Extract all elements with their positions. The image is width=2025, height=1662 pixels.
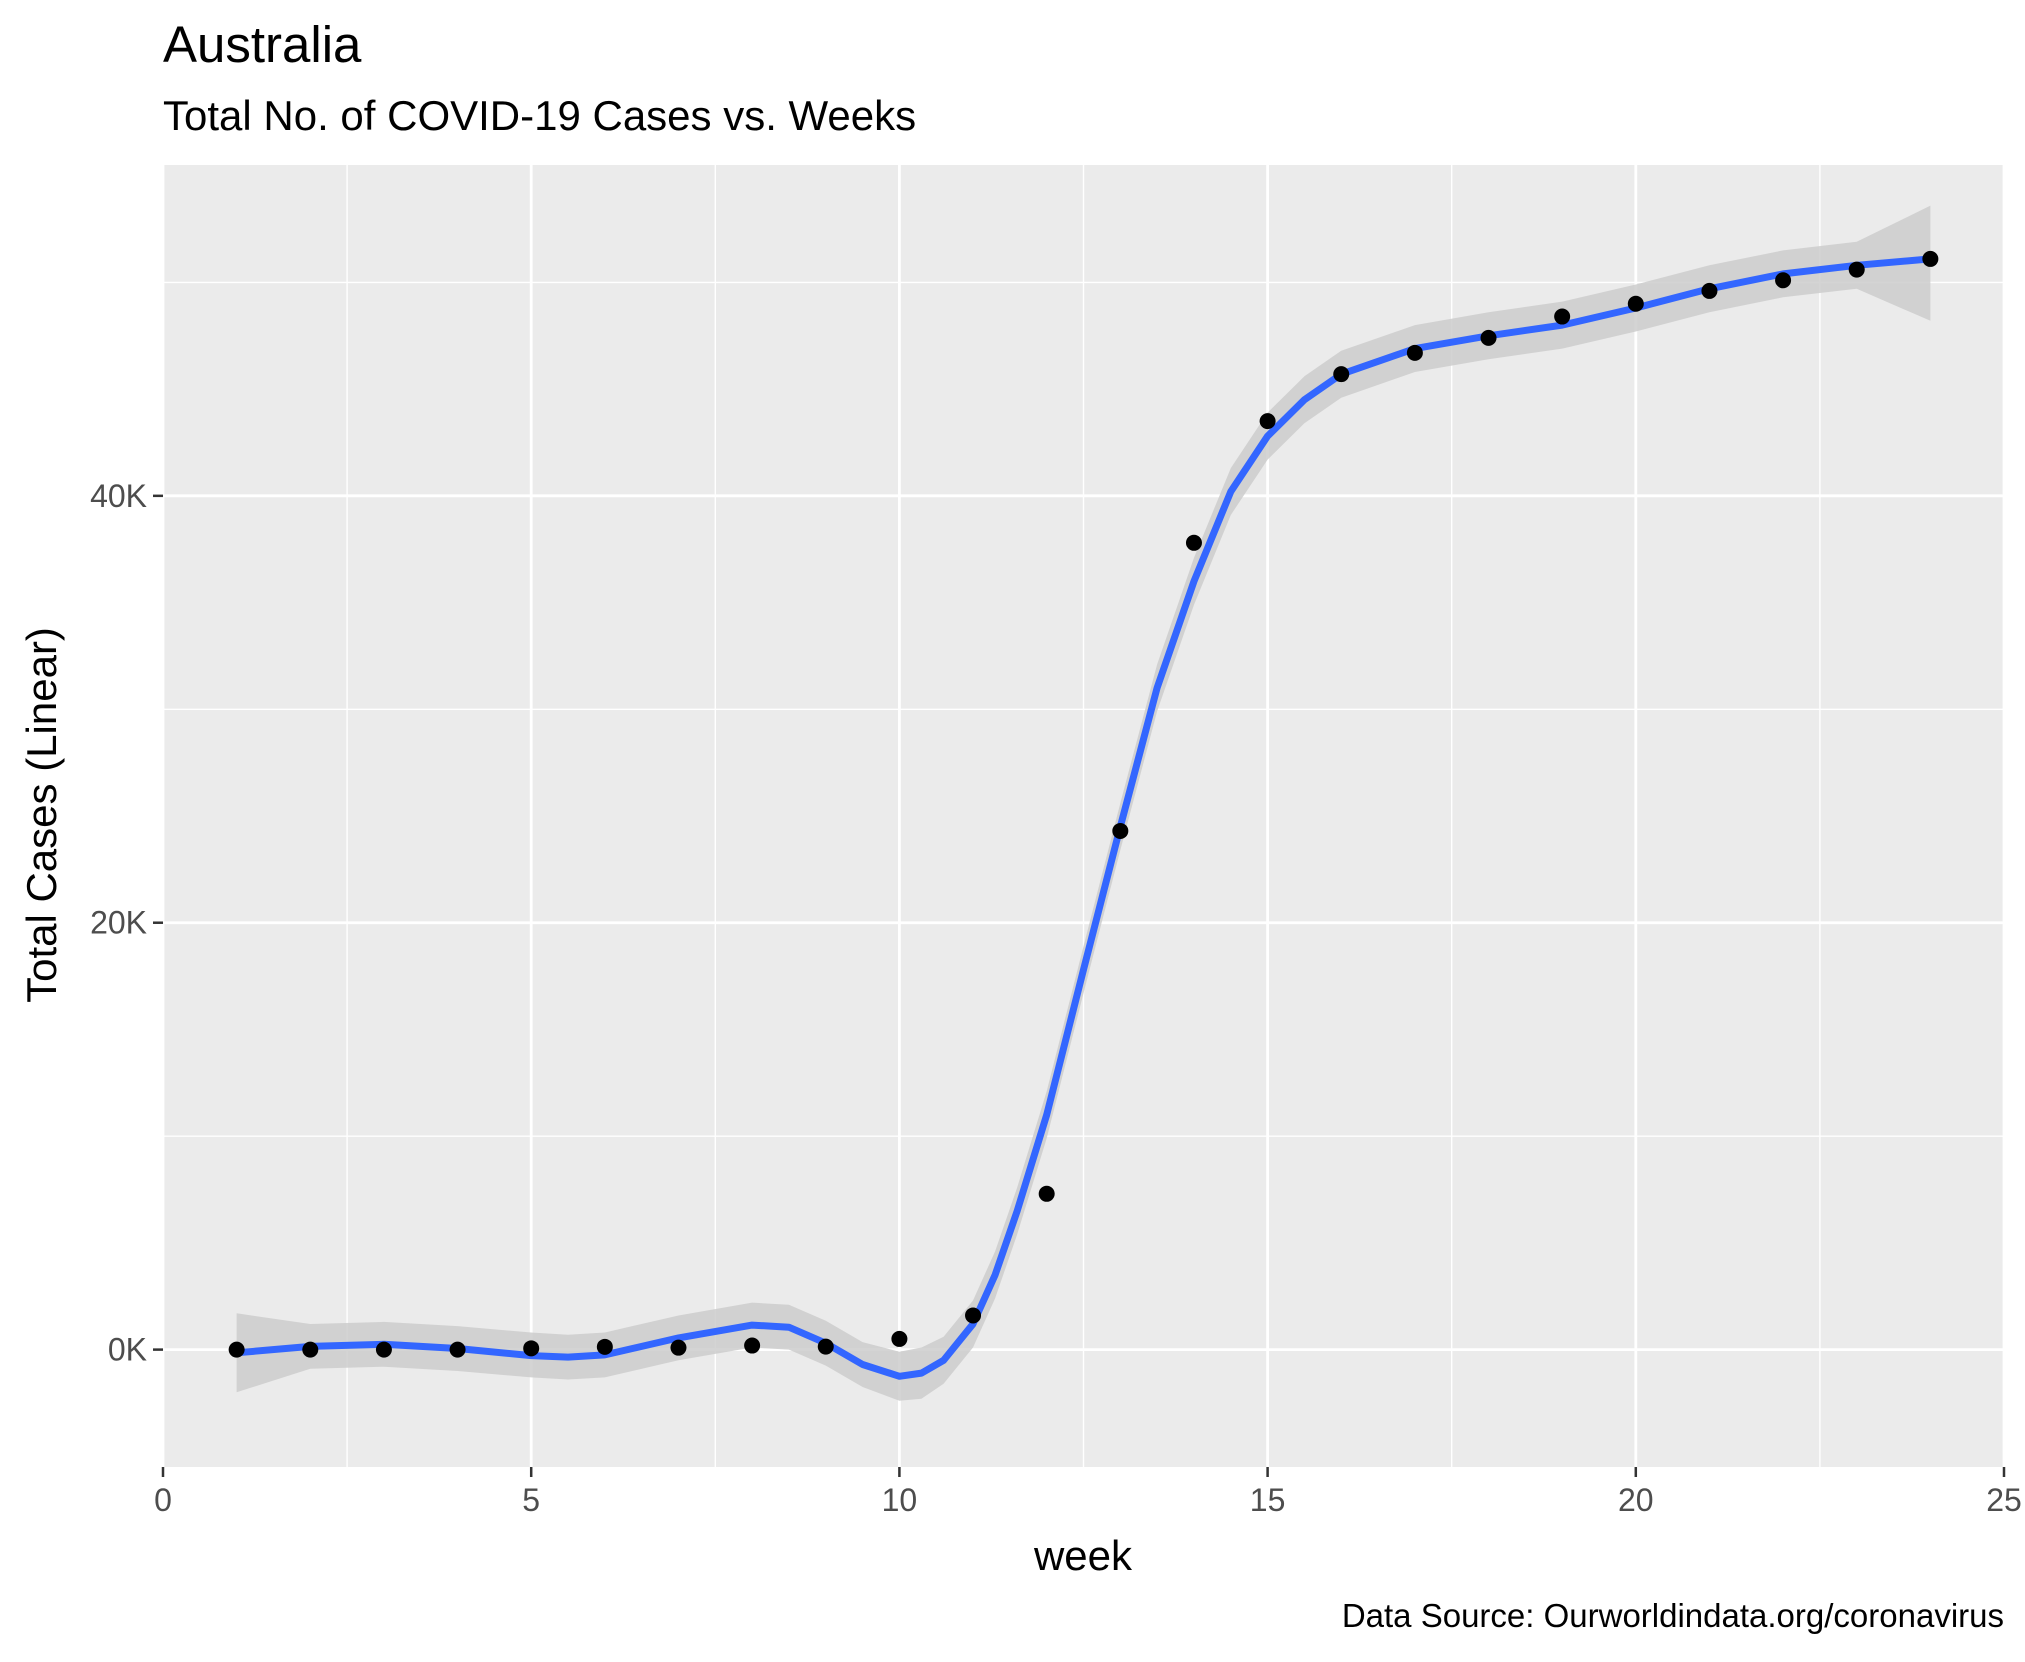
- x-tick-label: 0: [154, 1482, 172, 1518]
- data-point: [891, 1330, 908, 1347]
- data-point: [1406, 344, 1423, 361]
- data-point: [449, 1341, 466, 1358]
- x-tick-label: 10: [882, 1482, 918, 1518]
- data-point: [375, 1341, 392, 1358]
- data-point: [1333, 366, 1350, 383]
- data-point: [523, 1340, 540, 1357]
- data-point: [965, 1307, 982, 1324]
- data-point: [1701, 282, 1718, 299]
- data-point: [670, 1339, 687, 1356]
- data-point: [1185, 534, 1202, 551]
- x-axis-title: week: [1033, 1532, 1133, 1579]
- x-tick-label: 20: [1618, 1482, 1654, 1518]
- x-tick-label: 5: [522, 1482, 540, 1518]
- data-point: [228, 1341, 245, 1358]
- data-point: [1112, 822, 1129, 839]
- y-tick-label: 40K: [90, 478, 147, 514]
- data-point: [744, 1337, 761, 1354]
- chart-title: Australia: [163, 16, 362, 73]
- chart-subtitle: Total No. of COVID-19 Cases vs. Weeks: [163, 92, 916, 139]
- data-point: [1259, 413, 1276, 430]
- data-point: [817, 1338, 834, 1355]
- y-axis-title: Total Cases (Linear): [18, 627, 65, 1003]
- data-point: [1480, 329, 1497, 346]
- x-tick-label: 15: [1250, 1482, 1286, 1518]
- data-point: [1922, 250, 1939, 267]
- x-axis: 0 5 10 15 20 25: [154, 1467, 2022, 1518]
- x-tick-label: 25: [1986, 1482, 2022, 1518]
- data-point: [1627, 295, 1644, 312]
- y-tick-label: 0K: [108, 1332, 147, 1368]
- y-axis: 0K 20K 40K: [90, 478, 163, 1368]
- data-points: [228, 250, 1939, 1358]
- data-point: [1848, 261, 1865, 278]
- data-point: [596, 1338, 613, 1355]
- y-tick-label: 20K: [90, 905, 147, 941]
- major-gridlines: [161, 165, 2006, 1467]
- data-point: [1775, 272, 1792, 289]
- minor-gridlines: [163, 165, 2004, 1467]
- data-point: [1038, 1185, 1055, 1202]
- data-point: [302, 1341, 319, 1358]
- data-point: [1554, 308, 1571, 325]
- data-source-caption: Data Source: Ourworldindata.org/coronavi…: [1342, 1597, 2004, 1634]
- smooth-trend-line: [233, 255, 1934, 1380]
